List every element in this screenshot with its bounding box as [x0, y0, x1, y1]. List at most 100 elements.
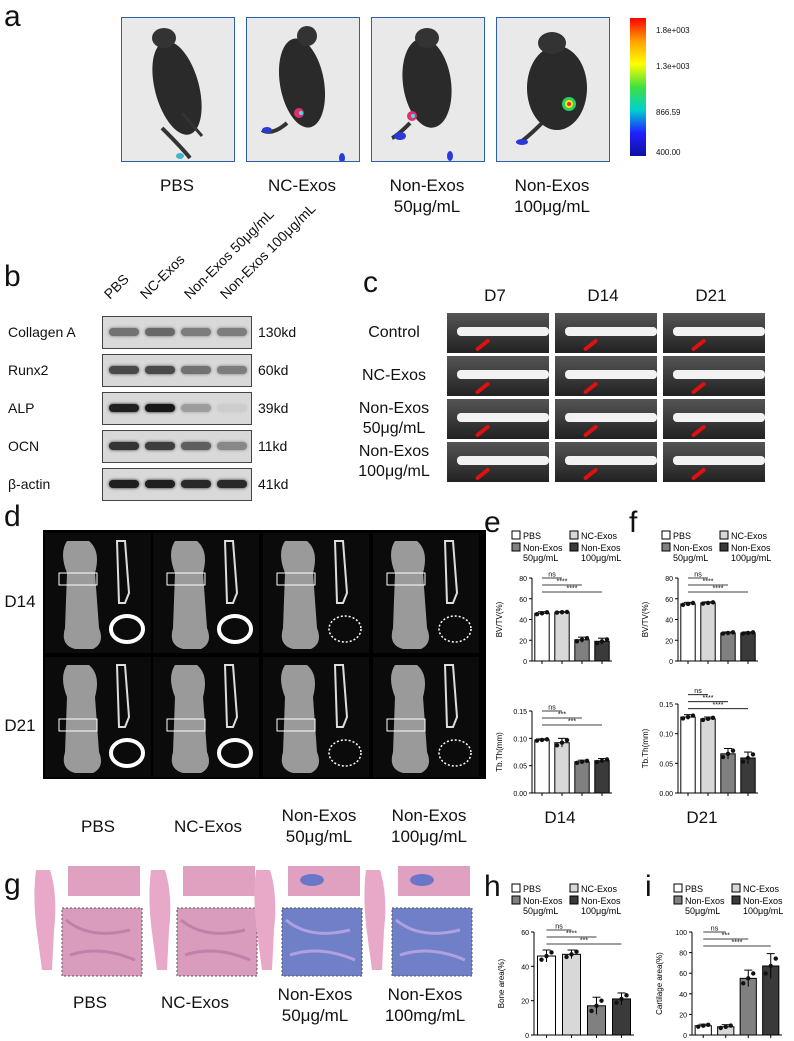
- panel-letter-e: e: [484, 506, 501, 539]
- e-xlabel: D14: [544, 808, 576, 827]
- panel-letter-i: i: [645, 870, 652, 903]
- h-bone-point: [564, 954, 569, 960]
- f-tbth-point: [710, 715, 716, 720]
- h-bone-point: [589, 1008, 594, 1014]
- i-cart-point: [701, 1023, 706, 1028]
- blot-strip: [102, 316, 252, 349]
- f-tbth-point: [705, 716, 711, 722]
- f-tbth-point: [700, 717, 706, 723]
- i-cart-ytick-label: 80: [679, 951, 687, 958]
- f-bvtv-point: [700, 601, 706, 606]
- i-cart-point: [718, 1025, 723, 1031]
- histology-image: [360, 860, 475, 980]
- e-bvtv-point: [564, 609, 570, 615]
- a-group-label-nc: NC-Exos: [267, 176, 336, 195]
- blot-band: [109, 480, 139, 488]
- e-tbth-point: [564, 737, 570, 743]
- i-legend-label: Non-Exos: [685, 896, 725, 906]
- blot-protein-label: Runx2: [8, 362, 49, 378]
- g-group-label-non100: Non-Exos: [387, 985, 463, 1004]
- h-legend-swatch: [569, 895, 579, 905]
- i-cart-ytick-label: 20: [679, 1012, 687, 1019]
- microct-image: [45, 533, 151, 653]
- h-legend-dose: 50μg/mL: [523, 906, 558, 916]
- blot-band: [217, 366, 247, 374]
- i-cart-sig-label: ***: [722, 933, 730, 940]
- xray-image: [663, 313, 765, 353]
- f-bvtv-ytick-label: 80: [665, 576, 673, 583]
- e-bvtv-point: [584, 635, 590, 641]
- blot-size-label: 11kd: [258, 438, 288, 454]
- h-legend-swatch: [511, 883, 521, 893]
- e-bvtv-ylabel: BV/TV(%): [495, 601, 504, 637]
- blot-band: [145, 328, 175, 336]
- f-tbth-point: [750, 752, 756, 757]
- h-bone-point: [594, 1003, 599, 1009]
- xray-image: [555, 399, 657, 439]
- e-legend-dose: 50μg/mL: [523, 553, 558, 563]
- h-bone-bar: [537, 955, 556, 1036]
- f-legend-label: NC-Exos: [731, 531, 768, 541]
- e-bvtv-point: [579, 637, 585, 642]
- colorbar: [630, 18, 646, 156]
- g-group-label-nc: NC-Exos: [160, 993, 229, 1012]
- microct-image: [153, 533, 259, 653]
- f-legend-label: Non-Exos: [673, 543, 713, 553]
- h-bone-point: [599, 998, 604, 1003]
- a-group-label-non100: Non-Exos: [514, 176, 590, 195]
- i-cart-point: [763, 971, 768, 976]
- ivis-image-non-exos-100: [496, 17, 610, 162]
- f-xlabel: D21: [686, 808, 718, 827]
- c-row-label: Control: [368, 324, 420, 341]
- i-cart-point: [728, 1023, 733, 1028]
- h-bone-sig-label: ***: [580, 938, 588, 945]
- c-row-label: Non-Exos: [358, 400, 430, 417]
- e-tbth-bar: [554, 742, 570, 794]
- xray-image: [663, 356, 765, 396]
- e-tbth-point: [534, 738, 540, 743]
- g-group-label-non50: Non-Exos: [277, 985, 353, 1004]
- e-bvtv-point: [574, 639, 580, 644]
- i-cart-point: [723, 1024, 728, 1029]
- xray-image: [447, 356, 549, 396]
- f-bvtv-ytick-label: 60: [665, 597, 673, 604]
- blot-protein-label: Collagen A: [8, 324, 76, 340]
- i-legend-dose: 50μg/mL: [685, 906, 720, 916]
- histology-image: [30, 860, 145, 980]
- e-bvtv-bar: [554, 611, 570, 662]
- h-bone-ytick-label: 0: [525, 1033, 529, 1040]
- f-tbth-point: [730, 748, 736, 753]
- f-tbth-point: [680, 716, 686, 721]
- xray-image: [555, 356, 657, 396]
- e-bvtv-point: [559, 610, 565, 615]
- microct-image: [373, 657, 479, 777]
- blot-size-label: 60kd: [258, 362, 289, 378]
- colorbar-tick-1: 1.8e+003: [656, 26, 690, 35]
- h-bone-point: [544, 953, 549, 959]
- h-legend-swatch: [569, 883, 579, 893]
- i-legend-swatch: [731, 895, 741, 905]
- e-bvtv-bar: [534, 612, 550, 662]
- blot-band: [109, 328, 139, 336]
- f-bvtv-point: [705, 600, 711, 606]
- e-legend-label: PBS: [523, 531, 541, 541]
- i-legend-label: PBS: [685, 884, 703, 894]
- f-tbth-ytick-label: 0.10: [659, 732, 673, 739]
- panel-letter-h: h: [484, 870, 501, 903]
- f-bvtv-point: [720, 631, 726, 636]
- i-legend-swatch: [673, 895, 683, 905]
- h-bone-sig-label: ****: [566, 931, 577, 938]
- f-bvtv-ytick-label: 20: [665, 638, 673, 645]
- f-legend-dose: 100μg/mL: [731, 553, 771, 563]
- e-tbth-point: [554, 743, 560, 748]
- e-tbth-ytick-label: 0.10: [513, 736, 527, 743]
- e-legend-swatch: [569, 542, 579, 552]
- f-bvtv-bar: [680, 603, 696, 662]
- i-legend-dose: 100μg/mL: [743, 906, 783, 916]
- xray-image: [447, 442, 549, 482]
- e-tbth-point: [559, 740, 565, 745]
- blot-band: [181, 366, 211, 374]
- panel-letter-b: b: [4, 260, 21, 293]
- f-bvtv-bar: [740, 632, 756, 662]
- f-legend-label: PBS: [673, 531, 691, 541]
